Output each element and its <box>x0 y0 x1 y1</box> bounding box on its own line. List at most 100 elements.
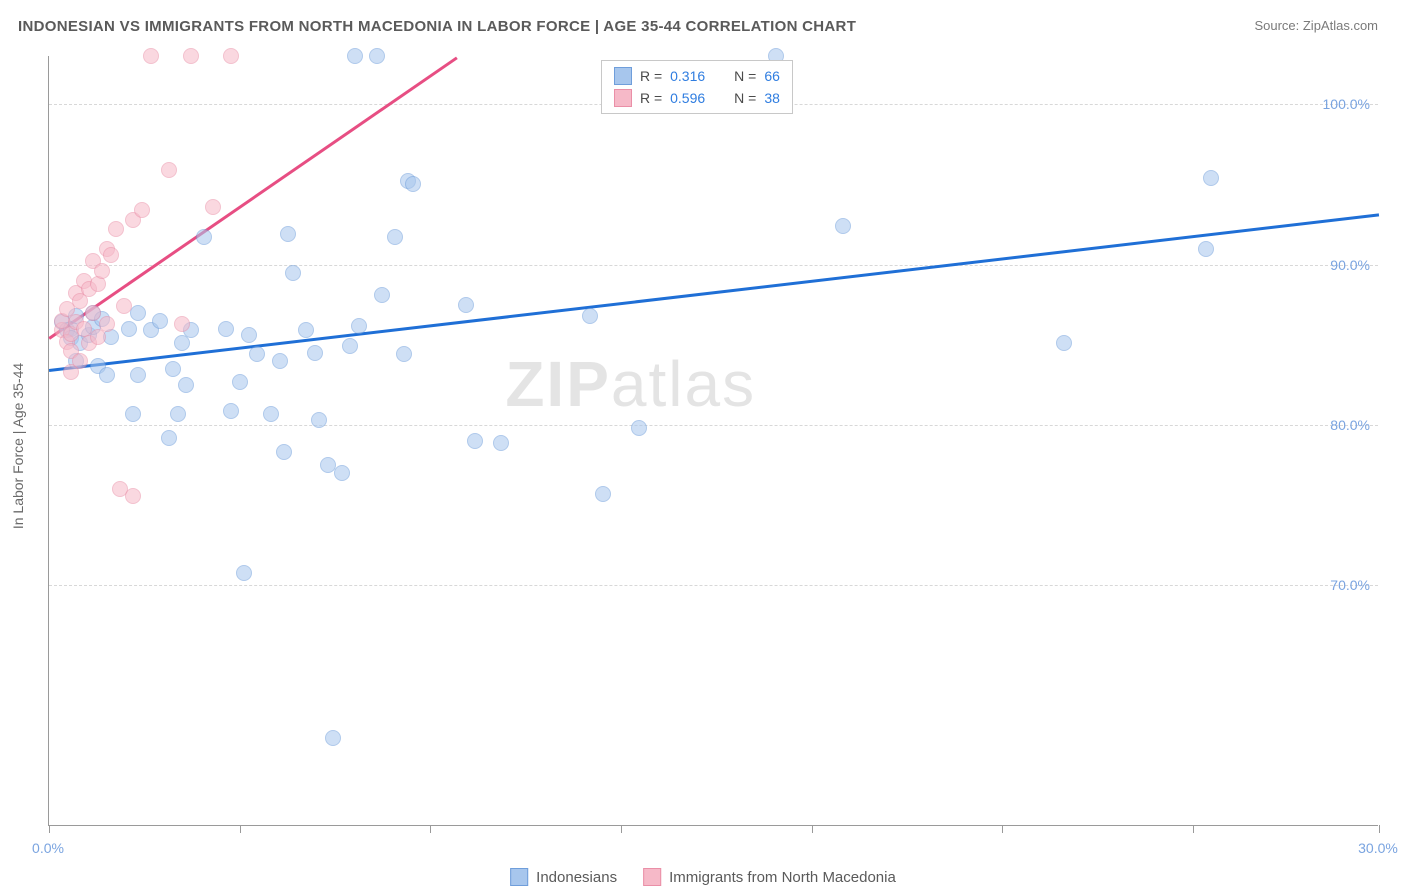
r-value: 0.316 <box>670 68 720 84</box>
scatter-point <box>223 403 239 419</box>
legend-row: R = 0.596 N = 38 <box>614 87 780 109</box>
scatter-point <box>241 327 257 343</box>
x-tick <box>240 825 241 833</box>
scatter-point <box>458 297 474 313</box>
scatter-point <box>272 353 288 369</box>
scatter-point <box>165 361 181 377</box>
scatter-point <box>85 305 101 321</box>
scatter-point <box>249 346 265 362</box>
scatter-point <box>205 199 221 215</box>
scatter-point <box>387 229 403 245</box>
scatter-point <box>130 367 146 383</box>
scatter-point <box>369 48 385 64</box>
legend-swatch <box>510 868 528 886</box>
scatter-point <box>223 48 239 64</box>
chart-title: INDONESIAN VS IMMIGRANTS FROM NORTH MACE… <box>18 18 856 35</box>
n-value: 38 <box>764 90 780 106</box>
x-tick-label: 0.0% <box>32 840 64 856</box>
scatter-point <box>116 298 132 314</box>
x-tick-label: 30.0% <box>1358 840 1398 856</box>
scatter-point <box>72 353 88 369</box>
scatter-point <box>143 48 159 64</box>
x-tick <box>1002 825 1003 833</box>
scatter-point <box>334 465 350 481</box>
scatter-point <box>161 162 177 178</box>
gridline <box>49 425 1378 426</box>
legend-label: Immigrants from North Macedonia <box>669 869 896 886</box>
scatter-point <box>103 247 119 263</box>
x-tick <box>49 825 50 833</box>
trendline <box>49 213 1379 371</box>
scatter-point <box>298 322 314 338</box>
legend-swatch <box>614 67 632 85</box>
scatter-point <box>174 316 190 332</box>
scatter-point <box>405 176 421 192</box>
scatter-point <box>582 308 598 324</box>
r-label: R = <box>640 68 662 84</box>
scatter-point <box>152 313 168 329</box>
y-tick-label: 90.0% <box>1330 257 1370 273</box>
scatter-point <box>99 316 115 332</box>
legend-swatch <box>643 868 661 886</box>
scatter-point <box>134 202 150 218</box>
legend-correlation: R = 0.316 N = 66 R = 0.596 N = 38 <box>601 60 793 114</box>
scatter-point <box>125 406 141 422</box>
scatter-point <box>280 226 296 242</box>
x-tick <box>1193 825 1194 833</box>
scatter-point <box>170 406 186 422</box>
scatter-point <box>347 48 363 64</box>
legend-label: Indonesians <box>536 869 617 886</box>
x-tick <box>1379 825 1380 833</box>
scatter-point <box>374 287 390 303</box>
legend-swatch <box>614 89 632 107</box>
n-label: N = <box>734 68 756 84</box>
scatter-point <box>94 263 110 279</box>
scatter-point <box>178 377 194 393</box>
scatter-point <box>125 488 141 504</box>
scatter-point <box>236 565 252 581</box>
y-axis-label: In Labor Force | Age 35-44 <box>10 363 26 529</box>
scatter-point <box>396 346 412 362</box>
scatter-point <box>493 435 509 451</box>
scatter-point <box>835 218 851 234</box>
scatter-point <box>342 338 358 354</box>
legend-row: R = 0.316 N = 66 <box>614 65 780 87</box>
gridline <box>49 585 1378 586</box>
scatter-point <box>311 412 327 428</box>
scatter-point <box>183 48 199 64</box>
scatter-point <box>325 730 341 746</box>
scatter-point <box>99 367 115 383</box>
scatter-point <box>467 433 483 449</box>
scatter-point <box>218 321 234 337</box>
r-label: R = <box>640 90 662 106</box>
scatter-point <box>351 318 367 334</box>
y-tick-label: 100.0% <box>1323 96 1370 112</box>
y-tick-label: 70.0% <box>1330 577 1370 593</box>
r-value: 0.596 <box>670 90 720 106</box>
n-value: 66 <box>764 68 780 84</box>
x-tick <box>621 825 622 833</box>
legend-item: Immigrants from North Macedonia <box>643 868 896 886</box>
legend-bottom: Indonesians Immigrants from North Macedon… <box>510 868 896 886</box>
scatter-point <box>196 229 212 245</box>
scatter-point <box>595 486 611 502</box>
x-tick <box>812 825 813 833</box>
scatter-point <box>108 221 124 237</box>
trendline <box>48 56 457 339</box>
scatter-point <box>1198 241 1214 257</box>
x-tick <box>430 825 431 833</box>
chart-plot-area: 70.0%80.0%90.0%100.0%ZIPatlasR =0.316N =… <box>48 56 1378 826</box>
scatter-point <box>285 265 301 281</box>
scatter-point <box>276 444 292 460</box>
scatter-point <box>1203 170 1219 186</box>
watermark: ZIPatlas <box>505 347 756 421</box>
scatter-point <box>121 321 137 337</box>
legend-item: Indonesians <box>510 868 617 886</box>
scatter-point <box>631 420 647 436</box>
scatter-point <box>263 406 279 422</box>
scatter-point <box>161 430 177 446</box>
n-label: N = <box>734 90 756 106</box>
source-label: Source: ZipAtlas.com <box>1254 18 1378 33</box>
gridline <box>49 265 1378 266</box>
scatter-point <box>232 374 248 390</box>
